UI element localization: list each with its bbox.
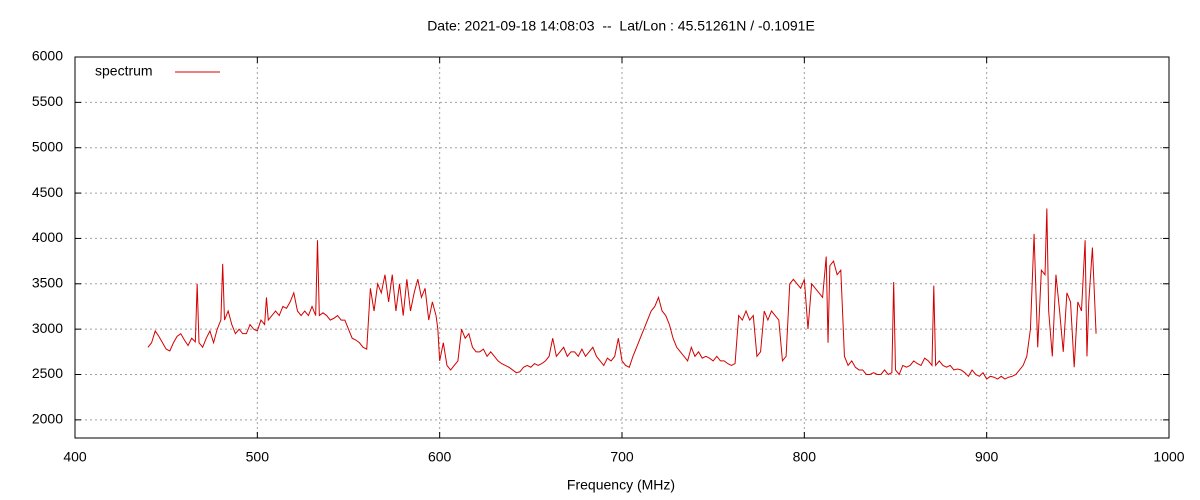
y-tick-label: 5500 (32, 93, 63, 109)
x-tick-label: 500 (246, 449, 270, 465)
x-tick-label: 800 (793, 449, 817, 465)
x-tick-label: 900 (975, 449, 999, 465)
plot-frame (74, 56, 1170, 439)
y-tick-label: 4500 (32, 184, 63, 200)
y-tick-label: 2000 (32, 411, 63, 427)
y-tick-label: 6000 (32, 48, 63, 64)
x-tick-label: 600 (428, 449, 452, 465)
y-tick-label: 5000 (32, 138, 63, 154)
y-tick-label: 4000 (32, 229, 63, 245)
x-axis-label: Frequency (MHz) (567, 477, 675, 493)
x-tick-label: 400 (63, 449, 87, 465)
legend-label: spectrum (95, 63, 153, 79)
y-tick-label: 2500 (32, 365, 63, 381)
spectrum-line (147, 208, 1097, 380)
y-tick-label: 3500 (32, 274, 63, 290)
chart-title: Date: 2021-09-18 14:08:03 -- Lat/Lon : 4… (427, 18, 815, 34)
x-tick-label: 1000 (1153, 449, 1184, 465)
y-tick-label: 3000 (32, 320, 63, 336)
x-tick-label: 700 (610, 449, 634, 465)
